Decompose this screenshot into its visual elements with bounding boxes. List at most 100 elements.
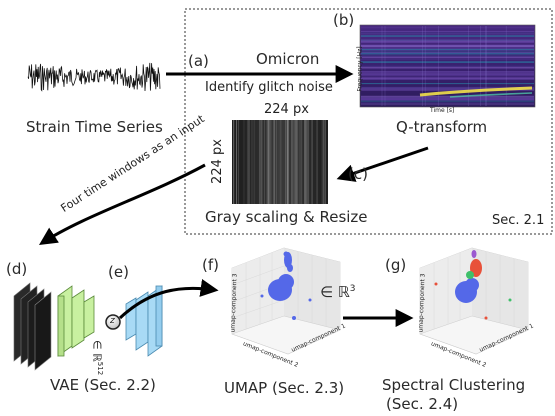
gray-texture-streak xyxy=(316,120,318,204)
height-224px-label: 224 px xyxy=(209,139,225,184)
vae-encoder xyxy=(57,285,95,357)
umap-label: UMAP (Sec. 2.3) xyxy=(224,379,345,397)
qt-texture-band xyxy=(361,102,534,104)
q-transform-plot xyxy=(359,24,536,108)
gray-texture-streak xyxy=(253,120,256,204)
qt-texture-line xyxy=(381,26,383,106)
gray-texture-streak xyxy=(291,120,292,204)
arrow-z-to-umap xyxy=(118,279,219,320)
spectral-clustering-label: Spectral Clustering xyxy=(382,376,526,394)
qt-texture-band xyxy=(361,56,534,58)
omicron-label: Omicron xyxy=(256,50,320,68)
gray-texture-streak xyxy=(285,120,287,204)
label-d: (d) xyxy=(6,260,28,278)
qt-texture-band xyxy=(361,47,534,49)
qt-texture-band xyxy=(361,41,534,43)
arrow-to-vae xyxy=(38,163,206,245)
qt-texture-band xyxy=(361,65,534,67)
clustering-plot xyxy=(419,247,529,355)
qt-texture-band xyxy=(361,98,534,101)
gray-texture-streak xyxy=(264,120,265,204)
label-b: (b) xyxy=(333,11,355,29)
section-2-1-label: Sec. 2.1 xyxy=(492,213,545,228)
qt-texture-band xyxy=(361,33,534,35)
qt-texture-band xyxy=(361,39,534,42)
qt-texture-band xyxy=(361,87,534,90)
gray-texture-streak xyxy=(277,120,279,204)
gray-texture-streak xyxy=(276,120,277,204)
umap-plot xyxy=(231,247,341,355)
qt-texture-line xyxy=(422,26,423,106)
r3-label: ∈ ℝ3 xyxy=(320,283,356,301)
label-a: (a) xyxy=(188,52,209,70)
qt-texture-band xyxy=(361,41,534,43)
qt-texture-band xyxy=(361,44,534,46)
gray-texture-streak xyxy=(248,120,250,204)
gray-texture-streak xyxy=(296,120,298,204)
qt-texture-band xyxy=(361,74,534,77)
gray-texture-streak xyxy=(299,120,301,204)
latent-z-symbol: z xyxy=(110,316,115,326)
label-e: (e) xyxy=(108,263,129,281)
qt-texture-band xyxy=(361,32,534,35)
strain-time-series-label: Strain Time Series xyxy=(26,118,163,136)
gray-texture-streak xyxy=(293,120,295,204)
gray-texture-streak xyxy=(286,120,287,204)
strain-waveform xyxy=(27,62,161,92)
qt-texture-line xyxy=(505,26,507,106)
qt-texture-band xyxy=(361,54,534,56)
identify-glitch-label: Identify glitch noise xyxy=(205,80,333,95)
gray-texture-streak xyxy=(233,120,235,204)
qt-texture-band xyxy=(361,97,534,99)
qt-texture-band xyxy=(361,83,534,85)
arrow-c xyxy=(336,146,429,182)
qt-texture-band xyxy=(361,77,534,80)
qt-texture-line xyxy=(438,26,439,106)
gray-texture-streak xyxy=(260,120,263,204)
qt-texture-line xyxy=(468,26,469,106)
qt-texture-band xyxy=(361,58,534,60)
gray-texture-streak xyxy=(321,120,323,204)
label-f: (f) xyxy=(202,256,219,274)
input-image-stack xyxy=(13,282,52,371)
gray-texture-streak xyxy=(323,120,325,204)
gray-texture-streak xyxy=(305,120,307,204)
qt-texture-band xyxy=(361,29,534,31)
gray-texture-streak xyxy=(294,120,296,204)
qt-texture-band xyxy=(361,89,534,91)
qt-texture-band xyxy=(361,72,534,76)
qt-texture-band xyxy=(361,61,534,63)
q-transform-label: Q-transform xyxy=(396,118,488,136)
qt-texture-band xyxy=(361,66,534,69)
qt-texture-line xyxy=(424,26,426,106)
grayscale-image xyxy=(232,120,328,204)
qt-texture-band xyxy=(361,35,534,37)
vae-decoder xyxy=(125,285,163,357)
qt-texture-band xyxy=(361,58,534,60)
gray-texture-streak xyxy=(273,120,275,204)
gray-texture-streak xyxy=(287,120,289,204)
qt-texture-band xyxy=(361,44,534,48)
latent-space-label: ∈ ℝ512 xyxy=(90,340,104,376)
gray-texture-streak xyxy=(297,120,299,204)
qt-texture-band xyxy=(361,48,534,51)
gray-texture-streak xyxy=(270,120,272,204)
gray-texture-streak xyxy=(279,120,282,204)
section-2-4-label: (Sec. 2.4) xyxy=(386,395,459,413)
qt-texture-band xyxy=(361,71,534,74)
gray-texture-streak xyxy=(248,120,250,204)
qt-texture-band xyxy=(361,73,534,76)
qt-time-axis-label: Time [s] xyxy=(430,107,455,114)
gray-texture-streak xyxy=(247,120,249,204)
gray-texture-streak xyxy=(292,120,294,204)
label-g: (g) xyxy=(385,256,407,274)
gray-texture-streak xyxy=(304,120,306,204)
qt-texture-line xyxy=(384,26,386,106)
qt-texture-band xyxy=(361,31,534,33)
qt-texture-line xyxy=(486,26,487,106)
gray-texture-streak xyxy=(307,120,310,204)
qt-texture-band xyxy=(361,95,534,97)
qt-texture-band xyxy=(361,79,534,80)
gray-texture-streak xyxy=(243,120,245,204)
gray-texture-streak xyxy=(251,120,253,204)
